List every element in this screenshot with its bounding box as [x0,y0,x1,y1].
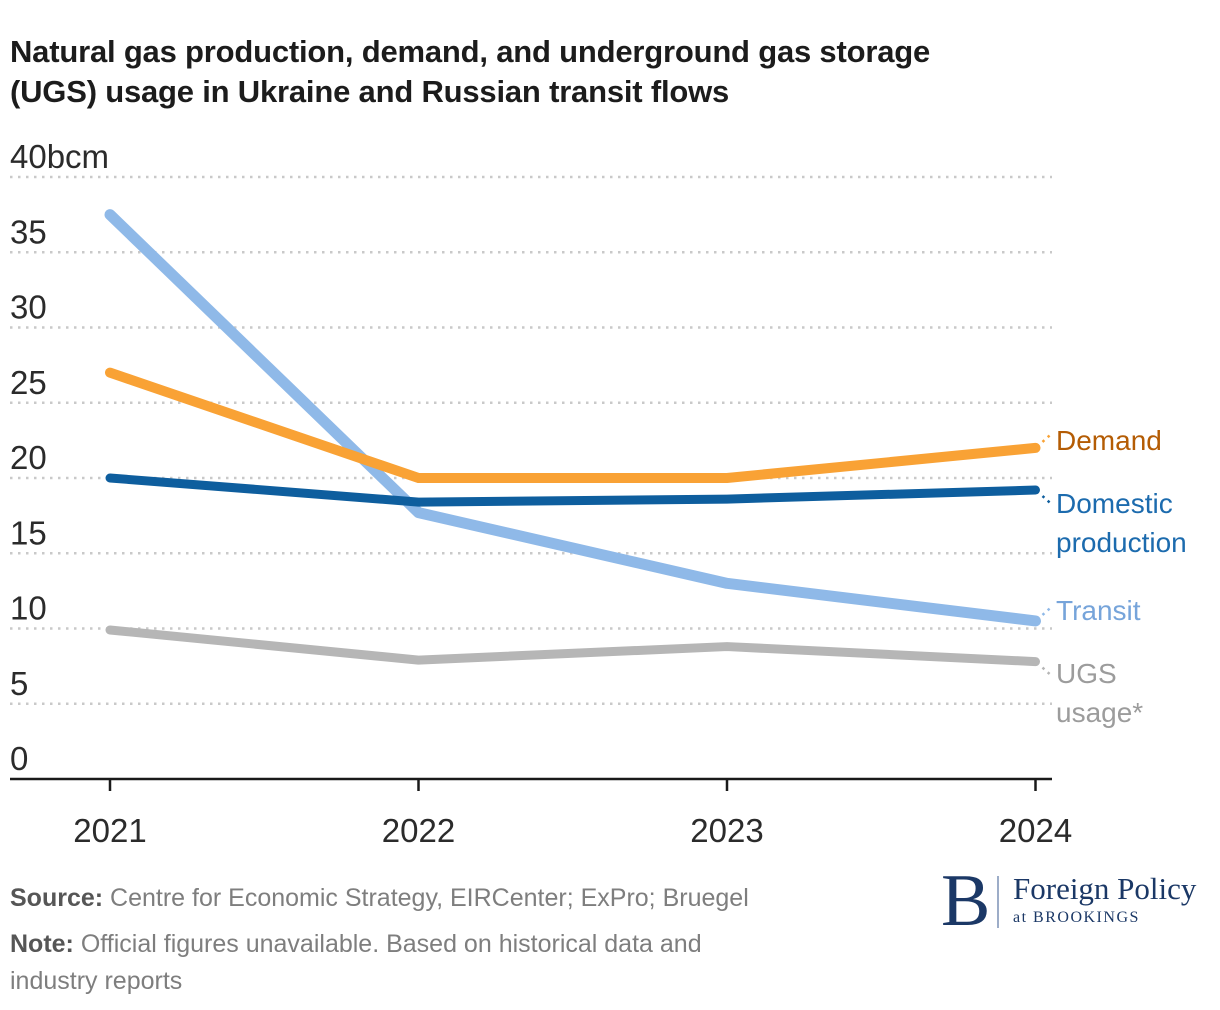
logo-name: Foreign Policy [1013,871,1197,906]
label-leader-line [1041,431,1054,443]
x-tick-label: 2024 [999,812,1072,849]
label-leader-line [1041,666,1054,678]
methodology-note: Note: Official figures unavailable. Base… [10,926,840,1000]
y-tick-label: 30 [10,289,47,326]
series-label-transit: Transit [1056,595,1141,626]
y-tick-label: 40bcm [10,138,109,175]
series-line-ugs-usage- [105,625,1040,667]
y-tick-label: 35 [10,213,47,250]
note-text: Official figures unavailable. Based on h… [10,930,702,995]
brookings-foreign-policy-logo: B Foreign Policy at BROOKINGS [941,864,1211,938]
series-label-ugs-usage: UGS usage* [1056,658,1144,728]
source-label: Source: [10,884,104,912]
y-tick-label: 15 [10,514,47,551]
logo-subtitle: at BROOKINGS [1013,909,1140,926]
series-line-domestic-production [105,473,1040,507]
y-tick-label: 25 [10,364,47,401]
series-label-demand: Demand [1056,425,1162,456]
series-line-transit [104,209,1041,627]
series-label-domestic-production: Domestic production [1056,488,1187,558]
x-tick-label: 2023 [690,812,763,849]
x-tick-label: 2022 [382,812,455,849]
series-line-demand [105,367,1041,483]
logo-divider [997,876,999,928]
label-leader-line [1041,495,1054,506]
label-leader-line [1041,605,1054,616]
chart-title: Natural gas production, demand, and unde… [10,33,931,109]
note-label: Note: [10,930,74,958]
brookings-b-icon: B [941,860,991,942]
source-note: Source: Centre for Economic Strategy, EI… [10,880,910,917]
x-tick-label: 2021 [73,812,146,849]
y-tick-label: 0 [10,740,28,777]
y-tick-label: 20 [10,439,47,476]
y-tick-label: 10 [10,590,47,627]
source-text: Centre for Economic Strategy, EIRCenter;… [110,884,749,912]
y-tick-label: 5 [10,665,28,702]
